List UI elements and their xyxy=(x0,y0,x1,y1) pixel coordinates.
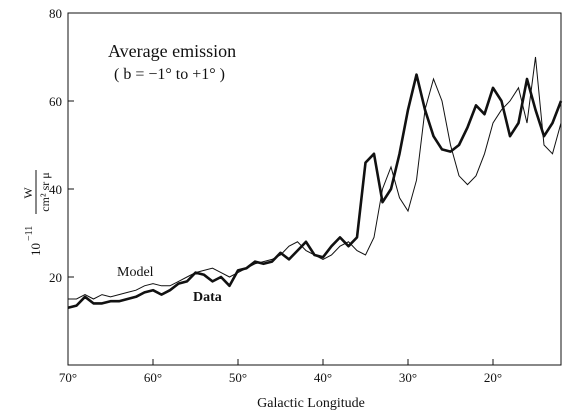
annotation-data: Data xyxy=(193,290,222,305)
y-label-unit-denominator: cm² sr μ xyxy=(38,172,52,211)
y-label-prefix: 10 xyxy=(28,243,43,256)
x-axis-label: Galactic Longitude xyxy=(257,396,365,411)
y-label-exponent: −11 xyxy=(24,226,35,241)
x-tick-label: 40° xyxy=(314,370,332,385)
series-line-data xyxy=(67,73,563,310)
y-axis-ticks: 20 40 60 80 xyxy=(49,6,74,285)
chart-title: Average emission xyxy=(108,41,236,61)
y-tick-label: 20 xyxy=(49,270,62,285)
x-tick-label: 70° xyxy=(59,370,77,385)
x-tick-label: 50° xyxy=(229,370,247,385)
y-axis-label: 10 −11 W cm² sr μ xyxy=(21,170,52,256)
x-tick-label: 30° xyxy=(399,370,417,385)
y-label-unit-numerator: W xyxy=(21,187,35,199)
x-tick-label: 60° xyxy=(144,370,162,385)
x-tick-label: 20° xyxy=(484,370,502,385)
x-axis-ticks: 70° 60° 50° 40° 30° 20° xyxy=(59,359,502,385)
y-tick-label: 80 xyxy=(49,6,62,21)
y-tick-label: 60 xyxy=(49,94,62,109)
chart-subtitle: ( b = −1° to +1° ) xyxy=(114,66,225,83)
annotation-model: Model xyxy=(117,265,154,280)
y-tick-label: 40 xyxy=(49,182,62,197)
series-line-model xyxy=(68,56,562,300)
